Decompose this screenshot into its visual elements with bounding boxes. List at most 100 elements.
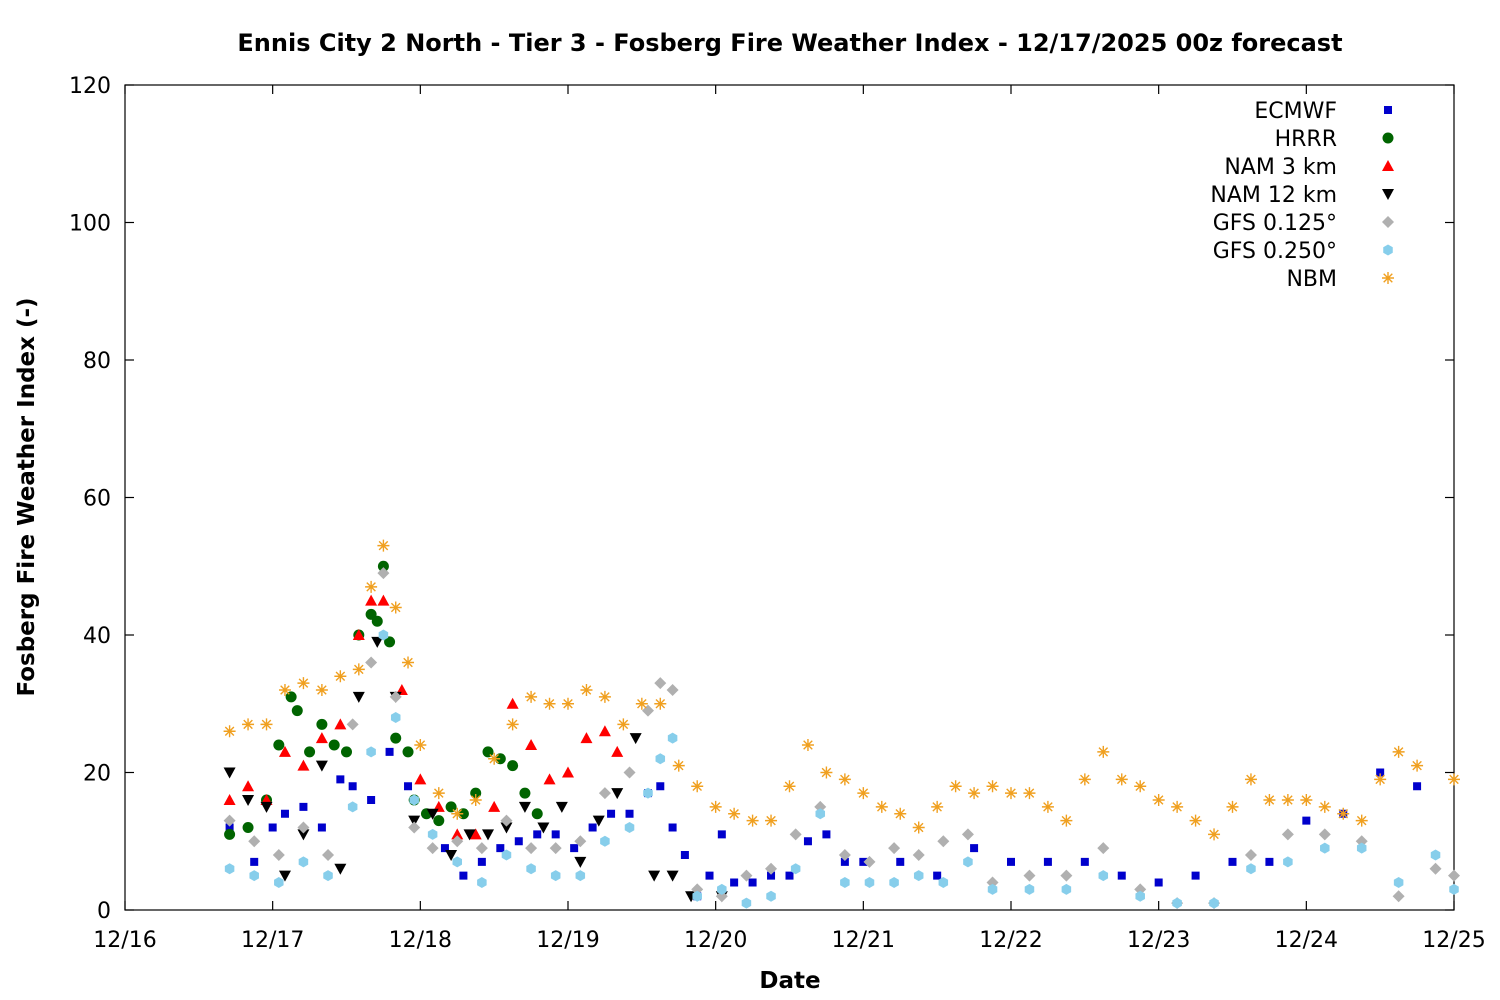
data-point (1115, 773, 1128, 786)
data-point (668, 823, 677, 832)
x-tick-label: 12/18 (389, 928, 452, 953)
data-point (385, 747, 394, 756)
data-point (348, 782, 357, 791)
legend-label: GFS 0.125° (1213, 211, 1337, 236)
data-point (1302, 816, 1311, 825)
data-point (803, 837, 812, 846)
data-point (896, 857, 905, 866)
data-point (888, 842, 901, 855)
data-point (655, 753, 666, 765)
data-point (1098, 870, 1109, 882)
data-point (506, 697, 519, 709)
data-point (822, 830, 831, 839)
data-point (656, 782, 665, 791)
data-point (574, 835, 587, 848)
data-point (741, 897, 752, 909)
data-point (767, 871, 776, 880)
data-point (570, 844, 579, 853)
data-point (299, 802, 308, 811)
data-point (748, 878, 757, 887)
data-point (1154, 878, 1163, 887)
data-point (390, 712, 401, 723)
data-point (1246, 863, 1256, 875)
data-point (624, 822, 635, 833)
data-point (691, 780, 704, 793)
series-4 (223, 567, 1460, 910)
data-point (838, 849, 851, 861)
data-point (666, 870, 679, 882)
data-point (1226, 800, 1239, 813)
x-tick-label: 12/23 (1127, 928, 1190, 953)
data-point (459, 871, 468, 880)
data-point (352, 629, 365, 640)
data-point (789, 828, 802, 841)
data-point (260, 801, 273, 813)
data-point (371, 636, 384, 648)
data-point (1061, 883, 1072, 895)
data-point (297, 821, 310, 834)
data-point (1041, 800, 1054, 813)
data-point (1244, 849, 1257, 861)
data-point (1135, 890, 1145, 902)
data-point (477, 877, 487, 888)
y-tick-label: 40 (83, 624, 111, 649)
data-point (518, 801, 531, 813)
data-point (562, 766, 574, 778)
data-point (390, 732, 402, 744)
legend-label: GFS 0.250° (1213, 239, 1337, 264)
series-6 (223, 539, 1460, 841)
data-point (543, 773, 556, 785)
data-point (242, 795, 255, 806)
data-point (549, 842, 562, 855)
x-axis-label: Date (759, 968, 820, 994)
data-point (1413, 782, 1422, 791)
data-point (1318, 828, 1331, 841)
data-point (1449, 883, 1459, 895)
data-point (389, 601, 402, 614)
data-point (1318, 800, 1331, 813)
data-point (500, 814, 513, 827)
data-point (242, 780, 255, 792)
legend-label: NAM 12 km (1210, 183, 1337, 208)
data-point (1429, 862, 1442, 875)
y-axis: 0 20 40 60 80 100 120 (69, 74, 1454, 924)
data-point (278, 684, 291, 696)
data-point (857, 787, 870, 800)
data-point (334, 670, 347, 683)
data-point (1078, 773, 1091, 786)
data-point (334, 863, 347, 875)
data-point (875, 800, 888, 813)
data-point (371, 615, 383, 627)
data-point (931, 800, 944, 813)
data-point (384, 636, 396, 648)
data-point (526, 863, 536, 875)
data-point (427, 828, 438, 840)
y-tick-label: 60 (83, 487, 111, 512)
data-point (963, 856, 973, 868)
data-point (717, 830, 726, 839)
data-point (225, 823, 234, 832)
data-point (717, 883, 727, 895)
data-point (986, 876, 999, 889)
data-point (451, 807, 464, 820)
data-point (859, 857, 868, 866)
data-point (496, 844, 505, 853)
data-point (820, 766, 833, 779)
data-point (1024, 883, 1035, 895)
data-point (274, 877, 284, 888)
data-point (1172, 897, 1182, 909)
data-point (451, 828, 464, 840)
legend-label: NBM (1286, 267, 1337, 292)
data-point (223, 725, 236, 738)
data-point (272, 849, 285, 861)
data-point (691, 883, 704, 896)
data-point (1117, 871, 1126, 880)
data-point (475, 842, 488, 855)
data-point (533, 830, 542, 839)
data-point (1355, 835, 1368, 848)
data-point (654, 697, 667, 710)
data-point (1430, 849, 1441, 861)
x-tick-label: 12/21 (832, 928, 895, 953)
data-point (1283, 856, 1293, 868)
data-point (525, 842, 538, 855)
